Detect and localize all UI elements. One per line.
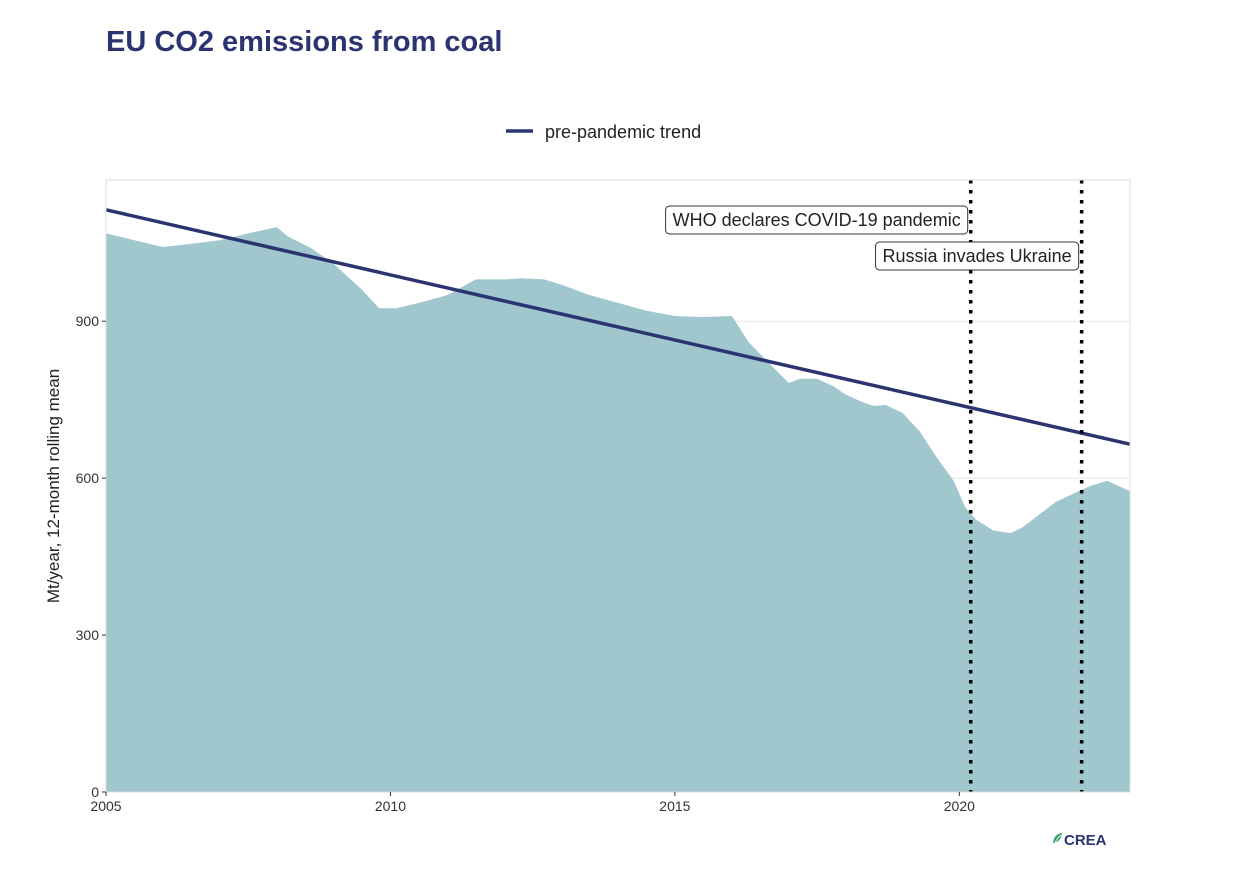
area-layer [106,227,1130,793]
event-label-box-1 [875,241,1080,271]
plot-border [105,179,1131,793]
emissions-area [106,227,1130,793]
crea-logo: CREA [1053,832,1107,849]
y-tick-label-600: 600 [76,470,100,486]
y-tick-label-300: 300 [76,627,100,643]
event-label-1: Russia invades Ukraine [883,246,1072,266]
x-tick-label-2020: 2020 [944,798,975,814]
y-axis-label: Mt/year, 12-month rolling mean [44,369,63,603]
legend: pre-pandemic trend [506,122,701,142]
trend-line-layer [105,208,1131,446]
event-label-box-0 [665,205,969,235]
event-annotation-1: Russia invades Ukraine [875,241,1080,271]
chart-title: EU CO2 emissions from coal [106,26,503,58]
leaf-icon [1053,833,1062,844]
y-tick-label-0: 0 [91,784,99,800]
logo-text: CREA [1064,832,1107,849]
event-label-0: WHO declares COVID-19 pandemic [673,210,961,230]
legend-label: pre-pandemic trend [545,122,701,142]
x-tick-label-2005: 2005 [90,798,121,814]
x-tick-label-2010: 2010 [375,798,406,814]
event-annotation-0: WHO declares COVID-19 pandemic [665,205,969,235]
y-tick-label-900: 900 [76,313,100,329]
trend-line [105,208,1131,446]
axis-layer: 0 300 600 900 2005 2010 2015 2020 [76,313,975,814]
x-tick-label-2015: 2015 [659,798,690,814]
event-lines-layer: WHO declares COVID-19 pandemic Russia inv… [665,180,1084,792]
